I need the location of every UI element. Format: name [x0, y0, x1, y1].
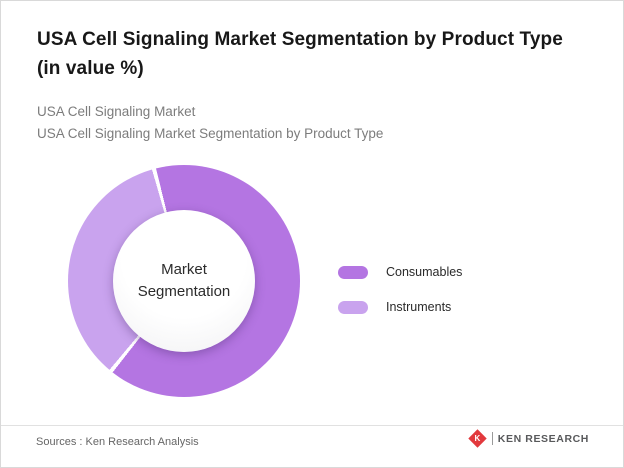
- ken-research-logo: K KEN RESEARCH: [468, 429, 589, 448]
- subtitle-line-1: USA Cell Signaling Market: [37, 104, 196, 119]
- donut-chart: Market Segmentation: [68, 165, 300, 397]
- brand-divider: [491, 432, 493, 445]
- brand-name: KEN RESEARCH: [497, 432, 589, 445]
- subtitle-line-2: USA Cell Signaling Market Segmentation b…: [37, 125, 384, 141]
- legend-swatch-consumables: [338, 265, 368, 279]
- brand-icon-letter: K: [474, 433, 481, 443]
- legend-label-consumables: Consumables: [386, 265, 463, 279]
- subtitle-block: USA Cell Signaling Market USA Cell Signa…: [37, 101, 383, 144]
- legend-item-instruments: Instruments: [338, 300, 462, 314]
- chart-legend: Consumables Instruments: [338, 265, 462, 335]
- legend-swatch-instruments: [338, 300, 368, 314]
- sources-note: Sources : Ken Research Analysis: [36, 436, 199, 448]
- legend-label-instruments: Instruments: [386, 300, 452, 314]
- footer-divider: [1, 425, 623, 426]
- donut-center: Market Segmentation: [113, 210, 255, 352]
- page-title: USA Cell Signaling Market Segmentation b…: [37, 29, 563, 80]
- brand-diamond-icon: K: [468, 429, 487, 448]
- donut-center-label: Market Segmentation: [137, 260, 231, 301]
- legend-item-consumables: Consumables: [338, 265, 462, 279]
